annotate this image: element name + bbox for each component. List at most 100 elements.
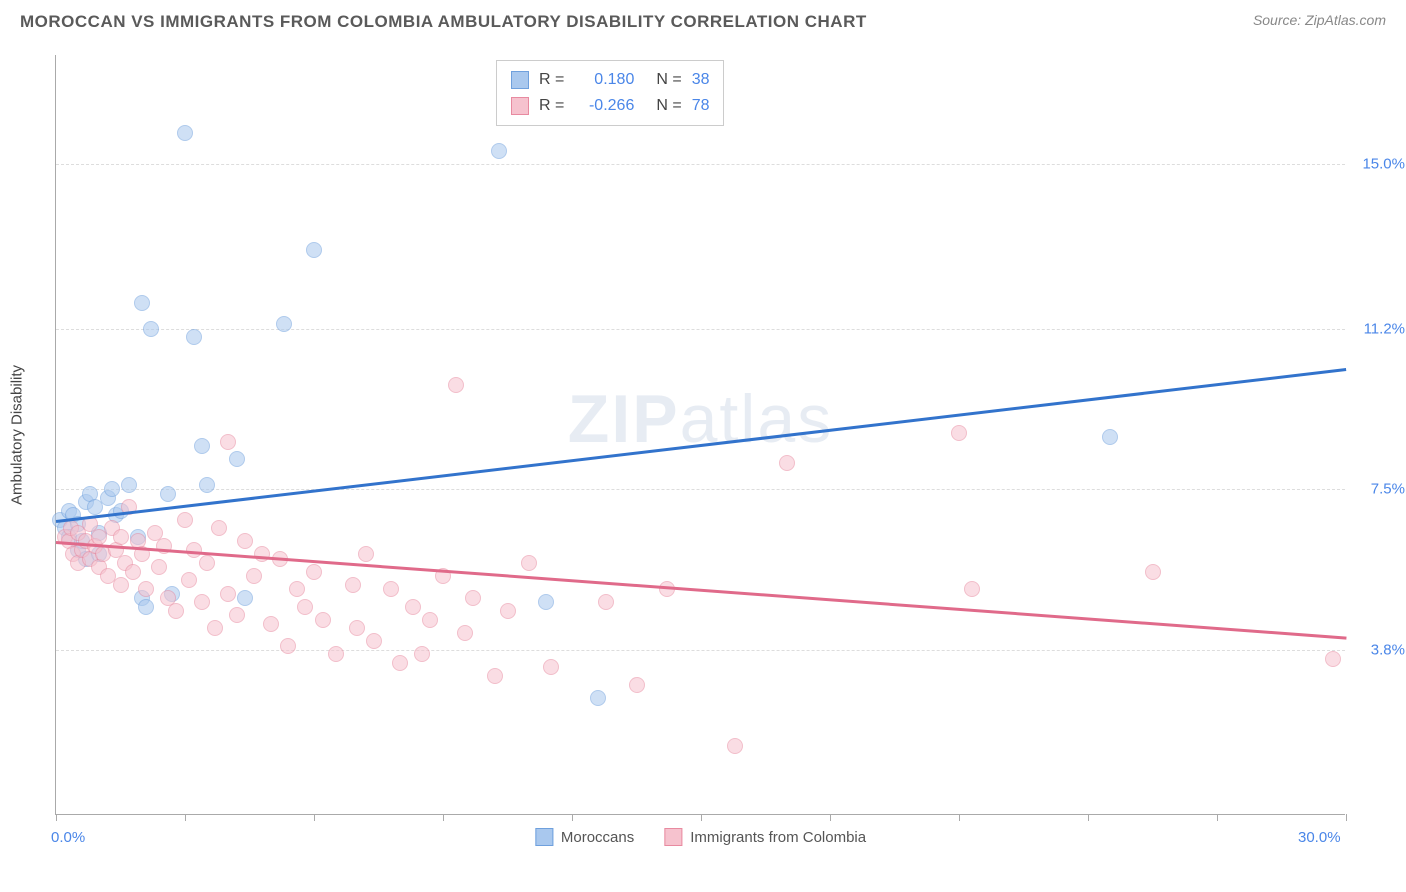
x-tick-label: 30.0% [1298,829,1341,846]
scatter-point [487,668,503,684]
scatter-point [160,486,176,502]
scatter-point [211,520,227,536]
y-axis-label: Ambulatory Disability [9,365,26,505]
y-tick-label: 15.0% [1350,155,1405,172]
scatter-point [951,425,967,441]
x-tick [1217,814,1218,821]
scatter-point [194,438,210,454]
legend-swatch [535,828,553,846]
scatter-point [349,620,365,636]
correlation-legend: R =0.180N =38R = -0.266 N = 78 [496,60,724,126]
scatter-point [237,590,253,606]
plot-area: ZIPatlas R =0.180N =38R =-0.266N =78 Mor… [55,55,1345,815]
n-value: 78 [692,93,710,119]
scatter-point [276,316,292,332]
scatter-point [220,434,236,450]
scatter-point [289,581,305,597]
scatter-point [414,646,430,662]
scatter-point [457,625,473,641]
grid-line [56,329,1345,330]
scatter-point [143,321,159,337]
scatter-point [229,451,245,467]
scatter-point [366,633,382,649]
scatter-point [465,590,481,606]
scatter-point [306,242,322,258]
x-tick [830,814,831,821]
scatter-point [1325,651,1341,667]
scatter-point [448,377,464,393]
scatter-point [328,646,344,662]
series-legend: Moroccans Immigrants from Colombia [535,828,866,846]
scatter-point [113,529,129,545]
chart-container: Ambulatory Disability ZIPatlas R =0.180N… [55,55,1375,815]
scatter-point [543,659,559,675]
scatter-point [345,577,361,593]
n-value: 38 [692,67,710,93]
scatter-point [964,581,980,597]
r-value: 0.180 [574,67,634,93]
r-value: -0.266 [574,93,634,119]
legend-name: Moroccans [561,829,634,846]
scatter-point [315,612,331,628]
x-tick [185,814,186,821]
scatter-point [138,599,154,615]
scatter-point [629,677,645,693]
scatter-point [1145,564,1161,580]
scatter-point [168,603,184,619]
x-tick [572,814,573,821]
scatter-point [199,477,215,493]
source-credit: Source: ZipAtlas.com [1253,12,1386,28]
scatter-point [134,295,150,311]
y-tick-label: 7.5% [1350,481,1405,498]
scatter-point [138,581,154,597]
scatter-point [405,599,421,615]
scatter-point [538,594,554,610]
legend-swatch [511,71,529,89]
y-tick-label: 11.2% [1350,320,1405,337]
x-tick-label: 0.0% [51,829,85,846]
scatter-point [598,594,614,610]
x-tick [701,814,702,821]
scatter-point [727,738,743,754]
chart-title: MOROCCAN VS IMMIGRANTS FROM COLOMBIA AMB… [20,12,867,32]
scatter-point [246,568,262,584]
x-tick [1346,814,1347,821]
r-label: R = [539,93,564,119]
legend-swatch [664,828,682,846]
scatter-point [306,564,322,580]
scatter-point [263,616,279,632]
x-tick [56,814,57,821]
regression-line [56,368,1346,522]
scatter-point [392,655,408,671]
x-tick [314,814,315,821]
scatter-point [422,612,438,628]
scatter-point [590,690,606,706]
legend-item: Immigrants from Colombia [664,828,866,846]
scatter-point [779,455,795,471]
scatter-point [521,555,537,571]
scatter-point [104,481,120,497]
grid-line [56,650,1345,651]
scatter-point [207,620,223,636]
scatter-point [199,555,215,571]
grid-line [56,164,1345,165]
scatter-point [491,143,507,159]
legend-row: R =0.180N =38 [511,67,709,93]
scatter-point [237,533,253,549]
scatter-point [500,603,516,619]
scatter-point [177,512,193,528]
legend-swatch [511,97,529,115]
scatter-point [297,599,313,615]
x-tick [443,814,444,821]
legend-name: Immigrants from Colombia [690,829,866,846]
legend-row: R = -0.266 N = 78 [511,93,709,119]
scatter-point [125,564,141,580]
watermark: ZIPatlas [568,380,833,458]
scatter-point [177,125,193,141]
n-label: N = [656,93,681,119]
x-tick [959,814,960,821]
scatter-point [121,477,137,493]
y-tick-label: 3.8% [1350,641,1405,658]
scatter-point [186,329,202,345]
scatter-point [358,546,374,562]
